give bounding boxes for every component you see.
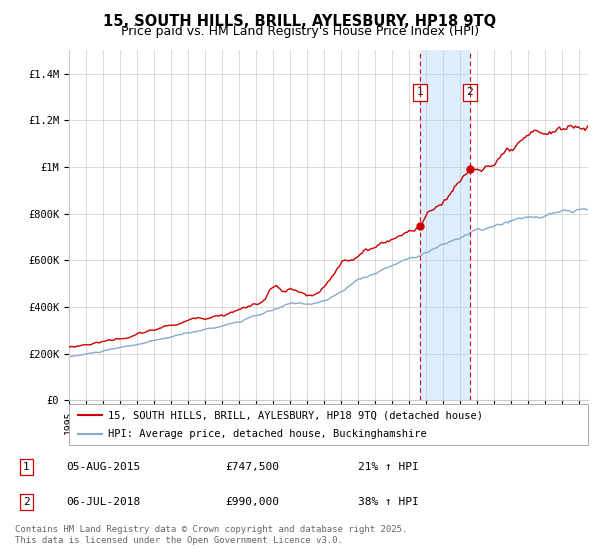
Text: 1: 1 — [23, 462, 30, 472]
Text: 38% ↑ HPI: 38% ↑ HPI — [358, 497, 418, 507]
Text: 05-AUG-2015: 05-AUG-2015 — [67, 462, 141, 472]
Text: 15, SOUTH HILLS, BRILL, AYLESBURY, HP18 9TQ: 15, SOUTH HILLS, BRILL, AYLESBURY, HP18 … — [103, 14, 497, 29]
Text: 2: 2 — [23, 497, 30, 507]
Text: £747,500: £747,500 — [225, 462, 279, 472]
Text: Price paid vs. HM Land Registry's House Price Index (HPI): Price paid vs. HM Land Registry's House … — [121, 25, 479, 38]
Text: HPI: Average price, detached house, Buckinghamshire: HPI: Average price, detached house, Buck… — [108, 429, 427, 439]
Text: Contains HM Land Registry data © Crown copyright and database right 2025.
This d: Contains HM Land Registry data © Crown c… — [15, 525, 407, 545]
Text: 15, SOUTH HILLS, BRILL, AYLESBURY, HP18 9TQ (detached house): 15, SOUTH HILLS, BRILL, AYLESBURY, HP18 … — [108, 410, 483, 421]
Text: 21% ↑ HPI: 21% ↑ HPI — [358, 462, 418, 472]
Bar — [420, 50, 470, 400]
Text: 06-JUL-2018: 06-JUL-2018 — [67, 497, 141, 507]
Text: £990,000: £990,000 — [225, 497, 279, 507]
Text: 1: 1 — [417, 87, 424, 97]
Text: 2: 2 — [467, 87, 473, 97]
